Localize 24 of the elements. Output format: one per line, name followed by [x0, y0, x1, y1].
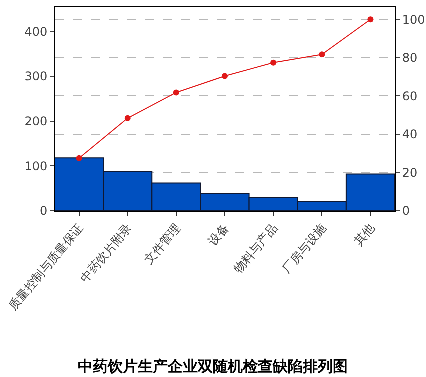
x-tick-label: 其他	[351, 221, 378, 249]
y2-tick-label: 40	[402, 128, 418, 142]
y2-tick-label: 80	[402, 51, 418, 66]
y-tick-label: 200	[24, 114, 48, 129]
x-tick-label: 文件管理	[142, 221, 184, 267]
x-tick-label: 设备	[206, 221, 232, 249]
y-tick-label: 400	[24, 24, 48, 39]
point	[319, 52, 326, 58]
y2-tick-label: 20	[402, 166, 418, 180]
y2-tick-label: 60	[402, 89, 418, 104]
point	[270, 60, 277, 66]
y2-tick-label: 0	[402, 204, 410, 218]
x-tick-label: 厂房与设施	[280, 221, 330, 276]
point	[124, 115, 131, 122]
point	[173, 90, 180, 96]
y-tick-label: 0	[40, 204, 48, 218]
point	[222, 73, 228, 80]
y-tick-label: 100	[24, 159, 48, 174]
y-tick-label: 300	[24, 70, 48, 84]
point	[76, 155, 82, 162]
point	[368, 16, 374, 23]
y2-tick-label: 100	[402, 12, 426, 27]
text: 中药饮片生产企业双随机检查缺陷排列图	[78, 357, 348, 376]
x-tick-label: 物料与产品	[231, 221, 280, 276]
